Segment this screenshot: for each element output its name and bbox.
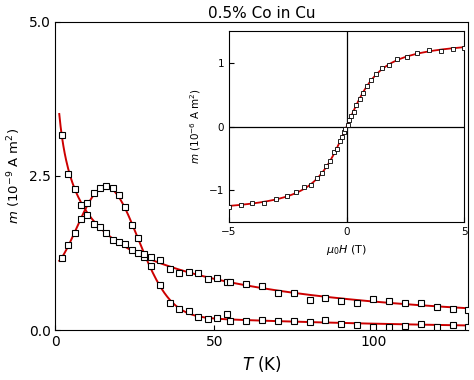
Y-axis label: $m$ (10$^{-9}$ A m$^2$): $m$ (10$^{-9}$ A m$^2$) <box>6 128 23 224</box>
X-axis label: $T$ (K): $T$ (K) <box>242 355 282 374</box>
Title: 0.5% Co in Cu: 0.5% Co in Cu <box>208 6 316 21</box>
